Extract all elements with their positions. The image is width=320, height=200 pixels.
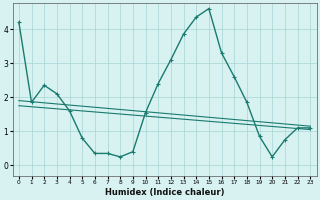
X-axis label: Humidex (Indice chaleur): Humidex (Indice chaleur) xyxy=(105,188,224,197)
